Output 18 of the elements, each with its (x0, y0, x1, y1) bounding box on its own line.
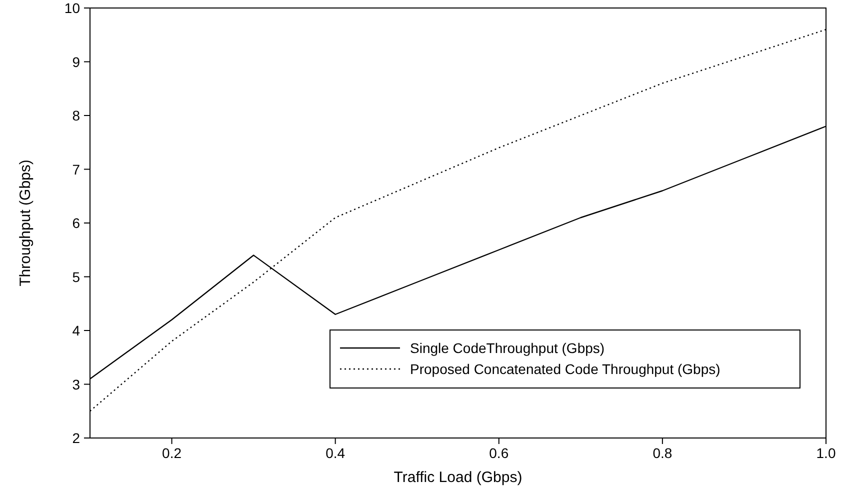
y-tick-label: 9 (72, 54, 80, 70)
x-tick-label: 1.0 (816, 445, 836, 461)
x-axis-title: Traffic Load (Gbps) (394, 469, 522, 486)
y-tick-label: 8 (72, 108, 80, 124)
x-tick-label: 0.8 (652, 445, 672, 461)
y-tick-label: 3 (72, 376, 80, 392)
legend-label: Proposed Concatenated Code Throughput (Gbps) (410, 361, 720, 377)
legend-label: Single CodeThroughput (Gbps) (410, 340, 605, 356)
x-tick-label: 0.4 (326, 445, 346, 461)
x-tick-label: 0.6 (489, 445, 509, 461)
y-tick-label: 6 (72, 215, 80, 231)
y-tick-label: 2 (72, 430, 80, 446)
y-tick-label: 10 (64, 0, 80, 16)
y-tick-label: 7 (72, 161, 80, 178)
y-axis-title: Throughput (Gbps) (17, 160, 34, 286)
y-tick-label: 4 (72, 322, 80, 338)
y-tick-label: 5 (72, 268, 80, 285)
x-tick-label: 0.2 (162, 445, 182, 461)
